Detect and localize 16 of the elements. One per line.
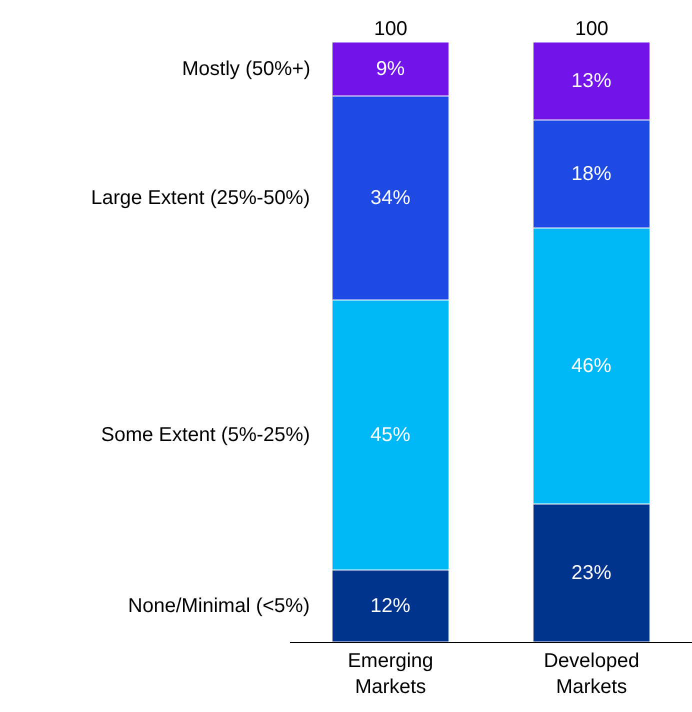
data-label: 12% xyxy=(370,595,411,617)
data-label: 13% xyxy=(571,70,612,92)
series-label: Large Extent (25%-50%) xyxy=(91,187,310,209)
series-label: Mostly (50%+) xyxy=(182,58,310,80)
data-label: 46% xyxy=(571,355,612,377)
x-tick-label: Emerging Markets xyxy=(348,650,434,698)
series-label: Some Extent (5%-25%) xyxy=(101,424,310,446)
data-label: 23% xyxy=(571,562,612,584)
data-label: 34% xyxy=(370,187,411,209)
data-label: 9% xyxy=(376,58,406,80)
total-label: 100 xyxy=(374,18,408,40)
series-label: None/Minimal (<5%) xyxy=(128,595,310,617)
data-label: 18% xyxy=(571,163,612,185)
data-label: 45% xyxy=(370,424,411,446)
x-tick-label: Developed Markets xyxy=(544,650,640,698)
total-label: 100 xyxy=(575,18,608,40)
